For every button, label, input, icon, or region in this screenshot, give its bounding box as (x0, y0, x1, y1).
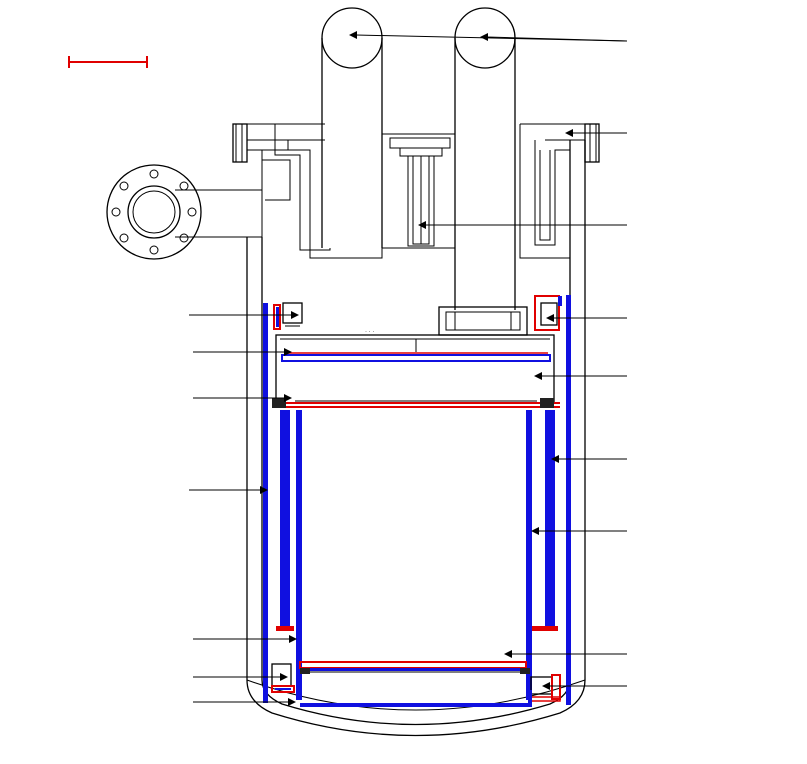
hv-feedthrough (389, 137, 451, 247)
leader-ptfe-support-bars (551, 455, 627, 463)
leader-screening-mesh (193, 635, 297, 643)
leader-upper-side-veto (546, 314, 627, 322)
leader-ptfe-reflector (189, 486, 268, 494)
top-pmt-array (281, 352, 551, 362)
pipe-to-cooling-tower (106, 159, 291, 260)
upper-side-veto-pmt (534, 295, 562, 331)
diving-bell: · · · (275, 329, 555, 406)
leader-diving-bell (193, 348, 292, 356)
ptfe-support-bars (276, 410, 558, 631)
leader-pmt-signal (349, 31, 628, 42)
leader-bottom-pmt-array (504, 650, 627, 658)
leader-lower-side-veto (193, 673, 288, 681)
leader-hv-feedthrough (418, 221, 627, 229)
screening-mesh (300, 668, 530, 674)
ptfe-reflector (263, 295, 571, 707)
cable-towers (274, 7, 516, 310)
leader-cryostat-flange (565, 129, 627, 137)
bottom-pmt-array (299, 661, 527, 671)
lower-side-veto-pmt (271, 663, 295, 693)
leader-top-veto (189, 311, 299, 319)
scale-bar (68, 56, 148, 68)
top-veto-pmt (273, 302, 303, 330)
top-electrodes (272, 398, 560, 408)
ptfe-panels (296, 410, 532, 700)
left-flange (232, 123, 325, 163)
leader-bottom-ptfe-reflector (193, 698, 296, 706)
leader-lines (189, 31, 628, 706)
svg-text:· · ·: · · · (365, 329, 374, 335)
leader-bottom-veto (542, 682, 627, 690)
leader-top-pmt-array (534, 372, 627, 380)
leader-top-electrodes (193, 394, 292, 402)
cable-bundle-exit (438, 306, 528, 336)
right-flange (519, 123, 600, 259)
leader-ptfe-panels (531, 527, 627, 535)
